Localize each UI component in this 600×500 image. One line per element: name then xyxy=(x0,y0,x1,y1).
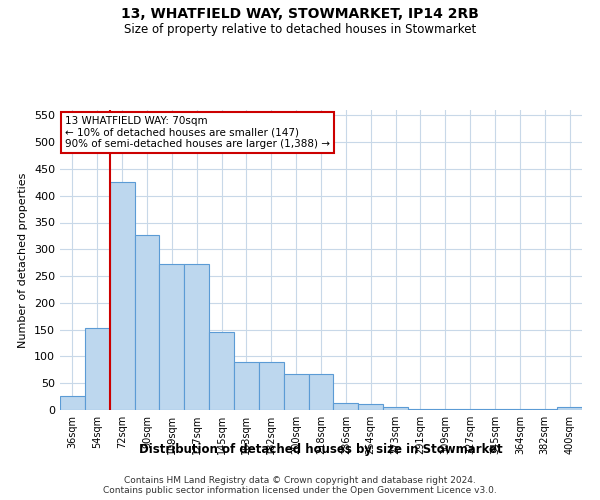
Text: Distribution of detached houses by size in Stowmarket: Distribution of detached houses by size … xyxy=(139,442,503,456)
Bar xyxy=(259,362,284,410)
Bar xyxy=(308,374,334,410)
Text: Contains HM Land Registry data © Crown copyright and database right 2024.: Contains HM Land Registry data © Crown c… xyxy=(124,476,476,485)
Bar xyxy=(284,374,308,410)
Y-axis label: Number of detached properties: Number of detached properties xyxy=(19,172,28,348)
Text: Contains public sector information licensed under the Open Government Licence v3: Contains public sector information licen… xyxy=(103,486,497,495)
Bar xyxy=(358,404,383,410)
Bar xyxy=(60,396,85,410)
Text: 13, WHATFIELD WAY, STOWMARKET, IP14 2RB: 13, WHATFIELD WAY, STOWMARKET, IP14 2RB xyxy=(121,8,479,22)
Text: 13 WHATFIELD WAY: 70sqm
← 10% of detached houses are smaller (147)
90% of semi-d: 13 WHATFIELD WAY: 70sqm ← 10% of detache… xyxy=(65,116,330,149)
Bar xyxy=(433,409,458,410)
Bar xyxy=(110,182,134,410)
Bar xyxy=(209,332,234,410)
Bar xyxy=(334,403,358,410)
Text: Size of property relative to detached houses in Stowmarket: Size of property relative to detached ho… xyxy=(124,22,476,36)
Bar xyxy=(134,235,160,410)
Bar xyxy=(383,407,408,410)
Bar xyxy=(184,264,209,410)
Bar xyxy=(234,362,259,410)
Bar xyxy=(557,408,582,410)
Bar xyxy=(408,409,433,410)
Bar xyxy=(160,264,184,410)
Bar xyxy=(85,328,110,410)
